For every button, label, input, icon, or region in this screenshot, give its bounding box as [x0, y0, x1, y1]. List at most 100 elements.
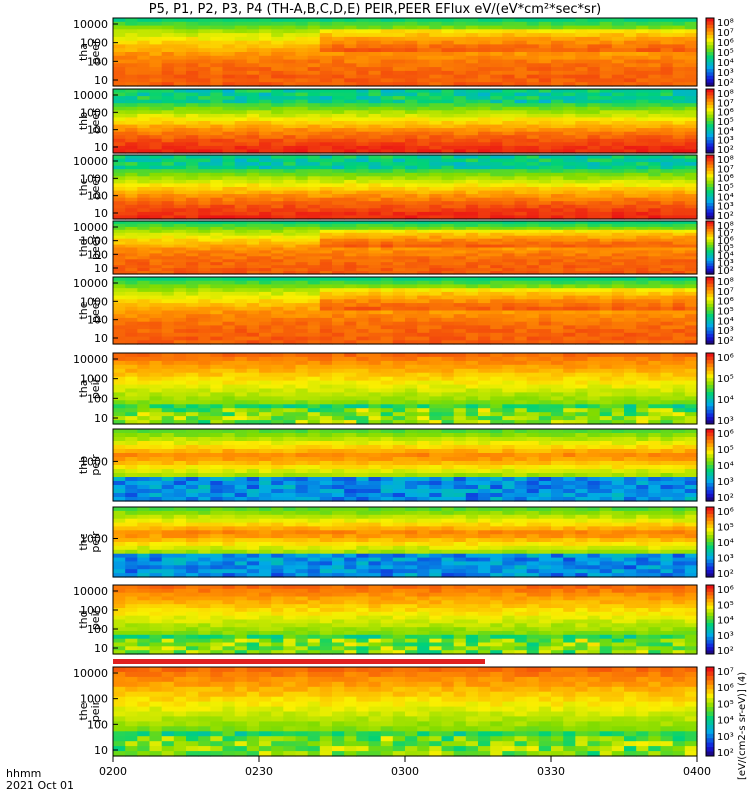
- spectrogram-cell: [246, 179, 260, 185]
- spectrogram-cell: [575, 336, 589, 341]
- spectrogram-cell: [125, 211, 138, 217]
- spectrogram-cell: [672, 48, 686, 53]
- spectrogram-cell: [319, 113, 333, 119]
- spectrogram-cell: [538, 162, 552, 167]
- spectrogram-cell: [234, 310, 248, 315]
- spectrogram-cell: [161, 291, 175, 297]
- spectrogram-cell: [453, 21, 467, 27]
- spectrogram-cell: [441, 280, 455, 285]
- spectrogram-cell: [502, 176, 516, 181]
- spectrogram-cell: [611, 142, 625, 147]
- spectrogram-cell: [490, 364, 503, 370]
- spectrogram-cell: [380, 211, 394, 217]
- spectrogram-cell: [575, 138, 589, 143]
- spectrogram-cell: [234, 226, 248, 231]
- spectrogram-cell: [234, 128, 248, 133]
- spectrogram-cell: [319, 253, 333, 257]
- spectrogram-cell: [575, 325, 589, 330]
- spectrogram-cell: [575, 55, 589, 61]
- spectrogram-cell: [161, 299, 175, 304]
- spectrogram-cell: [210, 368, 224, 374]
- spectrogram-cell: [587, 96, 601, 101]
- spectrogram-cell: [648, 204, 662, 209]
- spectrogram-cell: [295, 190, 309, 195]
- spectrogram-cell: [684, 223, 698, 228]
- spectrogram-cell: [636, 21, 649, 27]
- spectrogram-cell: [234, 155, 248, 160]
- spectrogram-cell: [417, 201, 430, 206]
- spectrogram-cell: [636, 364, 649, 370]
- spectrogram-cell: [551, 241, 564, 246]
- spectrogram-cell: [526, 162, 540, 167]
- spectrogram-cell: [234, 25, 248, 30]
- spectrogram-cell: [246, 280, 260, 285]
- spectrogram-cell: [113, 197, 126, 202]
- spectrogram-cell: [149, 36, 163, 42]
- spectrogram-cell: [222, 360, 236, 366]
- spectrogram-cell: [161, 92, 175, 97]
- spectrogram-cell: [295, 149, 309, 154]
- spectrogram-cell: [611, 384, 625, 390]
- spectrogram-cell: [453, 277, 467, 282]
- spectrogram-cell: [344, 89, 357, 94]
- spectrogram-cell: [332, 59, 345, 64]
- spectrogram-cell: [684, 380, 698, 386]
- spectrogram-cell: [283, 244, 297, 249]
- spectrogram-cell: [575, 299, 589, 304]
- spectrogram-cell: [429, 142, 443, 147]
- spectrogram-cell: [259, 183, 272, 188]
- spectrogram-cell: [624, 314, 637, 319]
- spectrogram-cell: [186, 70, 199, 76]
- spectrogram-cell: [575, 235, 589, 240]
- spectrogram-cell: [563, 145, 576, 151]
- spectrogram-cell: [344, 194, 357, 199]
- spectrogram-cell: [137, 299, 151, 304]
- spectrogram-cell: [307, 380, 321, 386]
- spectrogram-cell: [332, 321, 345, 326]
- colorbar-segment: [706, 307, 714, 312]
- spectrogram-cell: [198, 96, 211, 101]
- spectrogram-cell: [660, 262, 674, 266]
- spectrogram-cell: [332, 124, 345, 129]
- spectrogram-cell: [551, 376, 564, 382]
- spectrogram-cell: [599, 131, 613, 136]
- spectrogram-cell: [587, 162, 601, 167]
- spectrogram-cell: [210, 78, 224, 83]
- spectrogram-cell: [575, 29, 589, 34]
- spectrogram-cell: [599, 149, 613, 154]
- spectrogram-cell: [611, 336, 625, 341]
- spectrogram-cell: [599, 48, 613, 53]
- spectrogram-cell: [380, 364, 394, 370]
- spectrogram-cell: [295, 329, 309, 334]
- spectrogram-cell: [417, 215, 430, 220]
- spectrogram-cell: [563, 162, 576, 167]
- spectrogram-cell: [648, 332, 662, 338]
- spectrogram-cell: [465, 63, 479, 68]
- spectrogram-cell: [551, 356, 564, 362]
- spectrogram-cell: [295, 176, 309, 181]
- spectrogram-cell: [636, 265, 649, 269]
- spectrogram-cell: [222, 265, 236, 269]
- spectrogram-cell: [478, 194, 491, 199]
- spectrogram-cell: [684, 299, 698, 304]
- spectrogram-cell: [246, 353, 260, 358]
- spectrogram-cell: [368, 244, 382, 249]
- spectrogram-cell: [173, 310, 187, 315]
- spectrogram-cell: [587, 197, 601, 202]
- spectrogram-cell: [137, 155, 151, 160]
- spectrogram-cell: [441, 179, 455, 185]
- spectrogram-cell: [538, 110, 552, 115]
- spectrogram-cell: [490, 21, 503, 27]
- spectrogram-cell: [660, 244, 674, 249]
- spectrogram-cell: [587, 40, 601, 46]
- spectrogram-cell: [173, 384, 187, 390]
- spectrogram-cell: [490, 247, 503, 251]
- spectrogram-cell: [502, 138, 516, 143]
- spectrogram-cell: [551, 368, 564, 374]
- spectrogram-cell: [246, 241, 260, 246]
- spectrogram-cell: [514, 284, 528, 289]
- spectrogram-cell: [684, 176, 698, 181]
- spectrogram-cell: [344, 259, 357, 263]
- spectrogram-cell: [319, 284, 333, 289]
- spectrogram-cell: [332, 376, 345, 382]
